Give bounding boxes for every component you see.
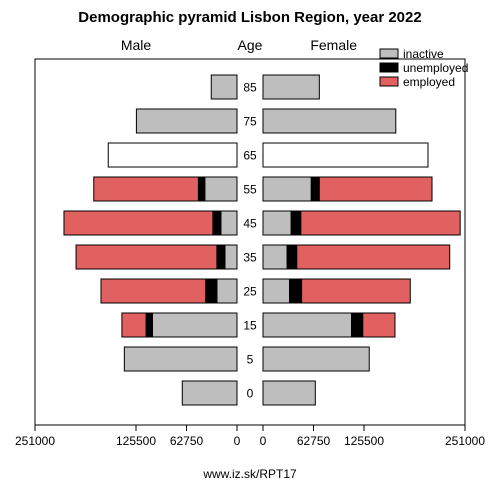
female-bar-unemployed [311,177,319,201]
female-bar-inactive [263,211,291,235]
male-bar-unemployed [213,211,221,235]
age-label: 45 [243,216,257,230]
x-tick-label: 125500 [116,434,156,448]
male-bar-empty [108,143,237,167]
female-bar-empty [263,143,428,167]
male-bar-inactive [136,109,237,133]
male-bar-employed [101,279,206,303]
female-bar-inactive [263,279,290,303]
age-label: 0 [247,386,254,400]
female-bar-inactive [263,347,369,371]
male-bar-inactive [217,279,237,303]
age-label: 35 [243,250,257,264]
female-bar-inactive [263,381,315,405]
x-tick-label: 0 [260,434,267,448]
female-bar-employed [297,245,450,269]
x-tick-label: 125500 [344,434,384,448]
male-bar-inactive [205,177,237,201]
female-bar-unemployed [290,279,302,303]
x-tick-label: 62750 [297,434,331,448]
chart-caption: www.iz.sk/RPT17 [202,467,297,481]
x-tick-label: 251000 [445,434,485,448]
age-label: 55 [243,182,257,196]
female-bar-employed [301,211,460,235]
age-label: 75 [243,114,257,128]
female-bar-unemployed [352,313,363,337]
demographic-pyramid-chart: Demographic pyramid Lisbon Region, year … [0,0,500,500]
female-bar-unemployed [287,245,297,269]
male-bar-inactive [124,347,237,371]
female-bar-employed [302,279,411,303]
chart-svg: Demographic pyramid Lisbon Region, year … [0,0,500,500]
female-bar-inactive [263,313,352,337]
age-label: 65 [243,148,257,162]
female-bar-inactive [263,75,319,99]
age-label: 85 [243,80,257,94]
chart-title: Demographic pyramid Lisbon Region, year … [78,9,421,26]
female-bar-inactive [263,177,311,201]
male-bar-inactive [211,75,237,99]
male-bar-inactive [225,245,237,269]
male-bar-employed [64,211,213,235]
male-bar-inactive [152,313,237,337]
male-bar-inactive [182,381,237,405]
legend-label-unemployed: unemployed [403,61,468,75]
legend-swatch-employed [380,77,398,86]
male-bar-employed [122,313,146,337]
male-bar-unemployed [206,279,217,303]
male-bar-unemployed [198,177,204,201]
male-bar-unemployed [217,245,225,269]
age-label: 25 [243,284,257,298]
x-tick-label: 62750 [170,434,204,448]
female-bar-unemployed [291,211,301,235]
male-bar-unemployed [146,313,152,337]
male-header: Male [121,37,152,53]
legend-swatch-unemployed [380,63,398,72]
female-bar-employed [319,177,432,201]
x-tick-label: 251000 [15,434,55,448]
male-bar-inactive [221,211,237,235]
x-tick-label: 0 [234,434,241,448]
legend-label-employed: employed [403,75,455,89]
age-header: Age [238,37,263,53]
legend-swatch-inactive [380,49,398,58]
female-header: Female [310,37,357,53]
male-bar-employed [76,245,217,269]
female-bar-inactive [263,245,287,269]
female-bar-employed [363,313,395,337]
age-label: 15 [243,318,257,332]
male-bar-employed [94,177,199,201]
female-bar-inactive [263,109,396,133]
age-label: 5 [247,352,254,366]
